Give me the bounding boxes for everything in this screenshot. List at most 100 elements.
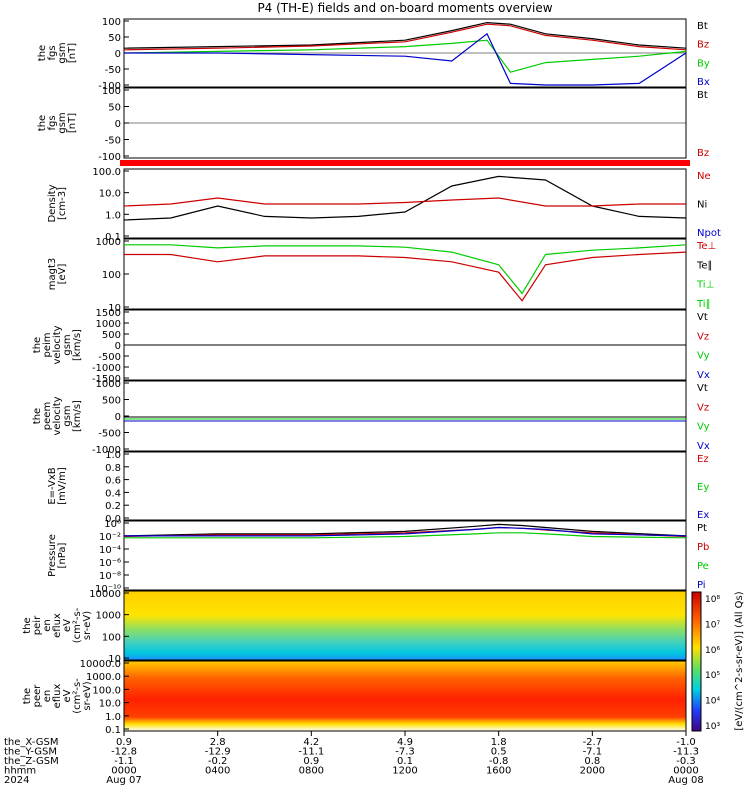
y-tick-label: 10.0 [99,189,121,200]
legend-pressure-Pb: Pb [697,542,709,553]
y-tick-label: 0 [115,119,121,130]
y-tick-label: 0.2 [105,501,121,512]
y-tick-label: 1.0 [105,450,121,461]
y-tick-label: 0.4 [105,488,121,499]
y-axis-label: gsm [62,405,73,426]
y-axis-label: (cm²-s- [72,678,83,714]
x-axis-row-name: hhmm [4,766,36,777]
y-axis-label: Pressure [47,534,58,577]
series-density-Ni [123,175,687,221]
legend-electron_velocity-Vt: Vt [697,383,708,394]
y-axis-label: eflux [52,613,63,638]
y-tick-label: 1.0 [105,712,121,723]
y-axis-label: peim [42,332,53,357]
series-temperature-Ti [124,244,687,295]
y-tick-label: 0.6 [105,476,121,487]
legend-temperature-Ti⊥: Ti⊥ [696,280,714,291]
y-tick-label: 10⁻⁴ [99,545,121,556]
y-tick-label: -500 [98,352,121,363]
y-tick-label: 100.0 [92,685,121,696]
y-axis-label: peir [32,615,43,635]
legend-efield-Ey: Ey [697,482,709,493]
x-axis-value: 4.2 [303,737,319,748]
chart-title: P4 (TH-E) fields and on-board moments ov… [257,1,553,15]
legend-pressure-Pe: Pe [697,561,709,572]
x-axis-value: 0.9 [116,737,132,748]
x-axis-row-name: the_Y-GSM [4,747,57,758]
y-tick-label: 50 [108,33,121,44]
y-tick-label: 1000 [96,379,121,390]
y-tick-label: 10⁰ [104,519,121,530]
y-axis-label: fgs [47,45,58,60]
y-tick-label: 10 [108,654,121,665]
y-tick-label: 10000.0 [80,659,121,670]
legend-temperature-Te⊥: Te⊥ [696,241,716,252]
x-axis-value: 0.5 [491,747,507,758]
y-tick-label: -1500 [92,374,121,385]
y-axis-label: sr-eV) [82,611,93,640]
colorbar-tick-label: 10⁵ [705,671,720,681]
y-axis-label: [km/s] [72,400,83,432]
x-axis-value: 2.8 [210,737,226,748]
y-tick-label: 10⁻¹⁰ [95,584,121,595]
y-axis-label: [cm-3] [57,187,68,220]
x-axis-value: -0.8 [489,756,509,767]
y-axis-label: the [22,688,33,704]
legend-efield-Ex: Ex [697,510,709,521]
y-axis-label: eV [62,619,73,632]
y-tick-label: 10000 [89,589,121,600]
y-axis-label: en [42,690,53,703]
y-tick-label: 100 [102,86,121,97]
panel-frame-density [123,168,687,239]
colorbar-tick-label: 10³ [705,722,720,732]
x-axis-value: 0400 [205,766,230,777]
series-fgs_gsm-Bx [124,32,687,86]
y-tick-label: 1000 [96,611,121,622]
legend-electron_velocity-Vy: Vy [697,422,710,433]
x-axis-value: 0000 [111,766,136,777]
legend-electron_velocity-Vz: Vz [697,402,709,413]
x-axis-value: -11.3 [673,747,699,758]
y-tick-label: 0 [115,341,121,352]
x-axis-value: -11.1 [298,747,324,758]
y-axis-label: [nT] [67,113,78,133]
x-axis-value: Aug 07 [106,775,141,786]
y-tick-label: 0.1 [105,232,121,243]
series-pressure-Pi [124,526,687,537]
y-axis-label: Density [47,184,58,222]
panel-frame-efield [123,451,687,521]
legend-fgs_gsm_zoom-Bz: Bz [697,148,709,159]
colorbar-tick-label: 10⁶ [705,646,720,656]
y-axis-label: the [32,337,43,353]
x-axis-value: Aug 08 [668,775,703,786]
legend-efield-Ez: Ez [697,454,709,465]
panel-frame-pressure [123,520,687,591]
legend-fgs_gsm-Bx: Bx [697,77,710,88]
x-axis-value: 2000 [580,766,605,777]
series-temperature-Te [124,251,687,302]
x-axis-value: -12.9 [205,747,231,758]
y-tick-label: 50 [108,103,121,114]
x-axis-row-name: the_X-GSM [4,737,58,748]
y-tick-label: 0.8 [105,463,121,474]
x-axis-value: 1600 [486,766,511,777]
y-tick-label: -500 [98,429,121,440]
series-fgs_gsm-By [123,39,687,73]
x-axis-value: 0.9 [303,756,319,767]
y-tick-label: 10⁻² [99,532,121,543]
legend-density-Npot: Npot [697,228,721,239]
x-axis-row-name: 2024 [4,775,29,786]
legend-ion_velocity-Vt: Vt [697,312,708,323]
y-tick-label: -100 [98,152,121,163]
x-axis-value: 1200 [392,766,417,777]
panel-frame-ion_spec [123,590,687,661]
x-axis-value: 0.8 [584,756,600,767]
y-axis-label: gsm [57,42,68,63]
y-tick-label: 1000 [96,237,121,248]
y-tick-label: 0 [115,412,121,423]
legend-density-Ni: Ni [697,200,707,211]
y-axis-label: velocity [52,325,63,364]
y-tick-label: 10⁻⁶ [99,558,121,569]
legend-fgs_gsm-Bt: Bt [697,21,708,32]
